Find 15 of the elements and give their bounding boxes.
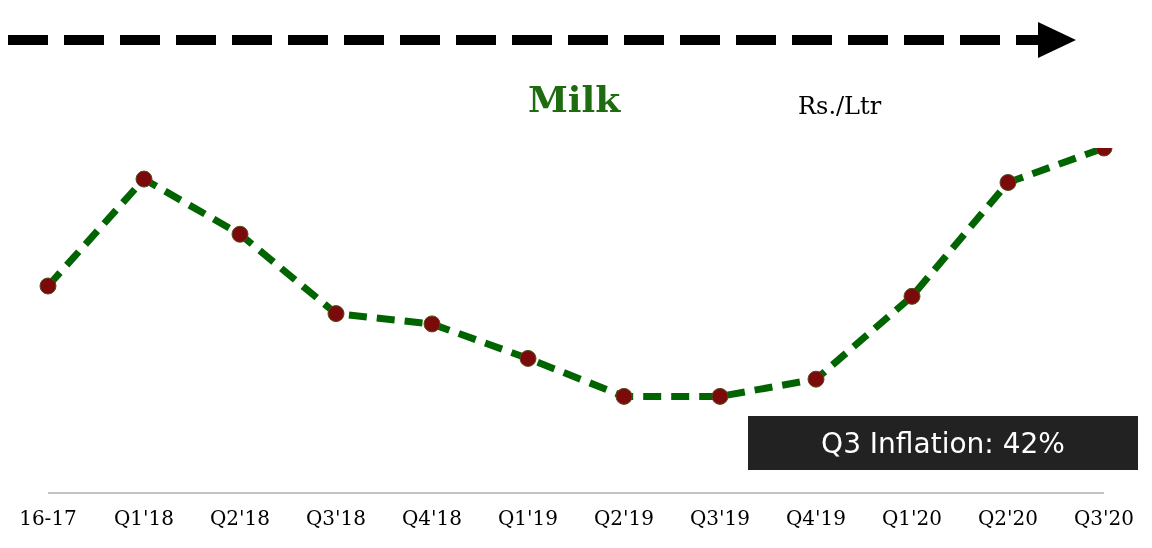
- x-tick-label: Q1'19: [497, 506, 559, 531]
- x-tick-label: Q2'18: [209, 506, 271, 531]
- x-tick-label: Q4'18: [401, 506, 463, 531]
- x-tick-label: Q4'19: [785, 506, 847, 531]
- x-tick-label: 16-17: [19, 506, 77, 531]
- x-tick-label: Q3'20: [1073, 506, 1135, 531]
- label-box: Q3 Inflation: 42%: [748, 416, 1138, 470]
- chart-title: Milk: [528, 78, 621, 120]
- x-tick-label: Q2'19: [593, 506, 655, 531]
- y-axis-title: Rs./Ltr: [798, 92, 882, 120]
- x-tick-label: Q3'18: [305, 506, 367, 531]
- x-tick-label: Q1'18: [113, 506, 175, 531]
- x-tick-label: Q2'20: [977, 506, 1039, 531]
- x-tick-label: Q3'19: [689, 506, 751, 531]
- x-tick-label: Q1'20: [881, 506, 943, 531]
